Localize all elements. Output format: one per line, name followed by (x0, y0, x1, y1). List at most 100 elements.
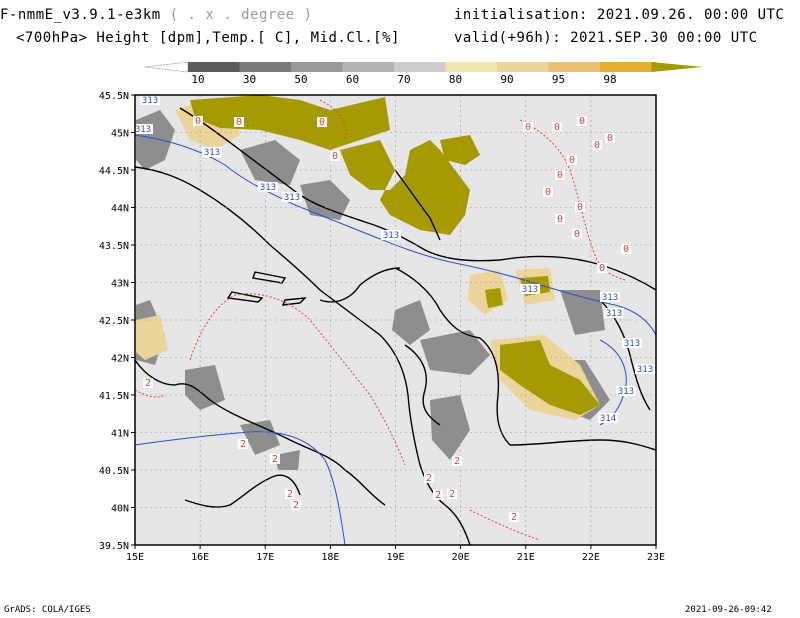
lon-label: 15E (126, 552, 144, 563)
colorbar-swatch (342, 62, 394, 72)
adriatic-sea (135, 168, 440, 545)
temperature-contour-label: 2 (454, 456, 460, 467)
temp-label-bg (238, 439, 248, 449)
temperature-contour-label: 2 (272, 454, 278, 465)
chart-title: F-nmmE_v3.9.1-e3km ( . x . degree ) (0, 7, 313, 23)
chart-subtitle: <700hPa> Height [dpm],Temp.[ C], Mid.Cl.… (16, 30, 400, 46)
height-contour-label: 313 (522, 285, 538, 295)
temp-label-bg (567, 155, 577, 165)
lon-label: 23E (647, 552, 665, 563)
colorbar-label: 10 (191, 73, 204, 86)
height-contour-label: 313 (637, 365, 653, 375)
height-contour-label: 313 (624, 339, 640, 349)
lon-label: 21E (517, 552, 535, 563)
temp-label-bg (285, 489, 295, 499)
temperature-contour-label: 0 (607, 133, 613, 144)
temp-label-bg (291, 500, 301, 510)
colorbar-swatch (600, 62, 652, 72)
temperature-contour-label: 0 (623, 244, 629, 255)
temp-label-bg (193, 116, 203, 126)
temp-label-bg (621, 244, 631, 254)
lon-label: 16E (191, 552, 209, 563)
temperature-contour-label: 0 (236, 117, 242, 128)
temp-label-bg (433, 490, 443, 500)
temp-label-bg (577, 116, 587, 126)
temp-label-bg (555, 214, 565, 224)
temp-label-bg (317, 117, 327, 127)
height-label-bg (282, 192, 302, 202)
height-label-bg (202, 147, 222, 157)
temperature-contour-label: 2 (293, 500, 299, 511)
temperature-contour-label: 0 (319, 117, 325, 128)
height-contour-label: 313 (606, 309, 622, 319)
temp-label-bg (597, 263, 607, 273)
height-label-bg (140, 95, 160, 105)
model-name: F-nmmE_v3.9.1-e3km (0, 7, 161, 23)
country-borders (135, 107, 656, 545)
temperature-contour-label: 0 (577, 202, 583, 213)
temperature-contour-label: 0 (599, 263, 605, 274)
colorbar-swatch (394, 62, 446, 72)
height-label-bg (598, 413, 618, 423)
lon-label: 22E (582, 552, 600, 563)
temp-label-bg (424, 473, 434, 483)
lat-label: 41.5N (99, 391, 129, 402)
temp-label-bg (447, 489, 457, 499)
temperature-contour-label: 2 (449, 489, 455, 500)
temp-label-bg (575, 202, 585, 212)
lat-label: 40N (111, 504, 129, 515)
temperature-contour-label: 0 (557, 214, 563, 225)
lat-label: 43.5N (99, 241, 129, 252)
temp-label-bg (605, 133, 615, 143)
temp-label-bg (143, 378, 153, 388)
lat-label: 42N (111, 354, 129, 365)
height-contour-label: 313 (204, 148, 220, 158)
footer-timestamp: 2021-09-26-09:42 (685, 605, 772, 615)
temp-label-bg (555, 170, 565, 180)
temperature-contour-label: 0 (332, 151, 338, 162)
lat-lon-grid (135, 95, 656, 545)
temperature-contour-label: 0 (594, 140, 600, 151)
height-label-bg (616, 386, 636, 396)
lat-label: 39.5N (99, 541, 129, 552)
lat-label: 42.5N (99, 316, 129, 327)
latitude-axis: 45.5N 45N 44.5N 44N 43.5N 43N 42.5N 42N 41.5N 41N… (99, 91, 135, 552)
colorbar-legend: 10 30 50 60 70 80 90 95 98 (144, 61, 703, 86)
lon-label: 17E (256, 552, 274, 563)
temp-label-bg (552, 122, 562, 132)
temperature-contour-label: 0 (545, 187, 551, 198)
lat-label: 45.5N (99, 91, 129, 102)
projection-label: ( . x . degree ) (169, 7, 313, 23)
colorbar-swatch (291, 62, 343, 72)
height-label-bg (635, 364, 655, 374)
temp-label-bg (452, 456, 462, 466)
colorbar-swatch (497, 62, 549, 72)
temperature-contour-label: 2 (435, 490, 441, 501)
height-contour-label: 313 (135, 125, 151, 135)
height-label-bg (600, 292, 620, 302)
cloud-cover-olive (190, 95, 600, 415)
height-label-bg (258, 182, 278, 192)
temp-label-bg (330, 151, 340, 161)
colorbar-swatch (445, 62, 497, 72)
longitude-axis: 15E 16E 17E 18E 19E 20E 21E 22E 23E (126, 545, 665, 563)
lat-label: 44.5N (99, 166, 129, 177)
colorbar-label: 50 (294, 73, 307, 86)
lon-label: 20E (452, 552, 470, 563)
lon-label: 19E (386, 552, 404, 563)
colorbar-swatch (548, 62, 600, 72)
lon-label: 18E (321, 552, 339, 563)
lat-label: 40.5N (99, 466, 129, 477)
footer-credit: GrADS: COLA/IGES (4, 605, 91, 615)
height-contour-label: 313 (618, 387, 634, 397)
temp-label-bg (509, 512, 519, 522)
colorbar-label: 98 (603, 73, 616, 86)
temperature-contour-label: 2 (240, 439, 246, 450)
temperature-contour-label: 0 (579, 116, 585, 127)
height-label-layer: 313 313 313 313 313 313 313 313 313 313 313 313 314 (135, 95, 655, 424)
temperature-contour-label: 0 (525, 122, 531, 133)
colorbar-label: 90 (500, 73, 513, 86)
temp-label-bg (523, 122, 533, 132)
